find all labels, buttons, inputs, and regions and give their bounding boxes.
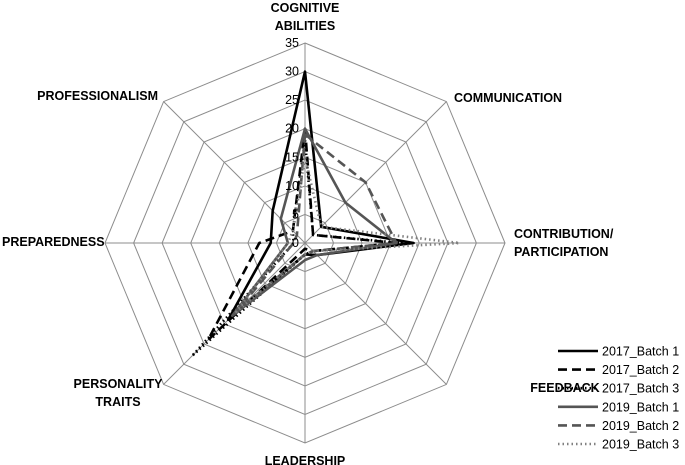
series-line-2019-batch-3 (235, 156, 461, 314)
axis-label: FEEDBACK (530, 381, 599, 395)
axis-spoke (304, 242, 447, 385)
series-line-2017-batch-2 (206, 127, 398, 342)
legend-label: 2019_Batch 3 (602, 438, 679, 452)
legend-label: 2017_Batch 3 (602, 382, 679, 396)
axis-label: CONTRIBUTION/PARTICIPATION (514, 227, 614, 259)
legend: 2017_Batch 1 2017_Batch 2 2017_Batch 3 2019… (558, 345, 679, 452)
series-line-2017-batch-3 (190, 138, 404, 358)
axis-label: PERSONALITY TRAITS (74, 377, 164, 409)
axis-label: COMMUNICATION (454, 91, 562, 105)
tick-label: 10 (285, 179, 299, 193)
series-line-2019-batch-2 (235, 133, 398, 314)
legend-label: 2017_Batch 2 (602, 363, 679, 377)
grid (104, 42, 506, 444)
tick-label: 20 (285, 122, 299, 136)
axis-label: COGNITIVE ABILITIES (271, 1, 340, 33)
tick-label: 5 (292, 207, 299, 221)
tick-label: 30 (285, 65, 299, 79)
tick-label: 15 (285, 150, 299, 164)
axis-label: LEADERSHIP (265, 454, 346, 465)
tick-label: 35 (285, 36, 299, 50)
axis-labels: COGNITIVE ABILITIES COMMUNICATION CONTRIBUT… (2, 1, 614, 465)
series-lines (190, 70, 461, 358)
series-line-2019-batch-1 (231, 127, 398, 318)
tick-label: 0 (292, 236, 299, 250)
axis-label: PROFESSIONALISM (37, 89, 158, 103)
legend-label: 2019_Batch 2 (602, 419, 679, 433)
radial-tick-labels: 0 5 10 15 20 25 30 35 (285, 36, 299, 250)
legend-label: 2019_Batch 1 (602, 400, 679, 414)
axis-spoke (304, 101, 447, 244)
tick-label: 25 (285, 93, 299, 107)
axis-spoke (163, 101, 306, 244)
axis-label: PREPAREDNESS (2, 235, 105, 249)
legend-label: 2017_Batch 1 (602, 345, 679, 359)
